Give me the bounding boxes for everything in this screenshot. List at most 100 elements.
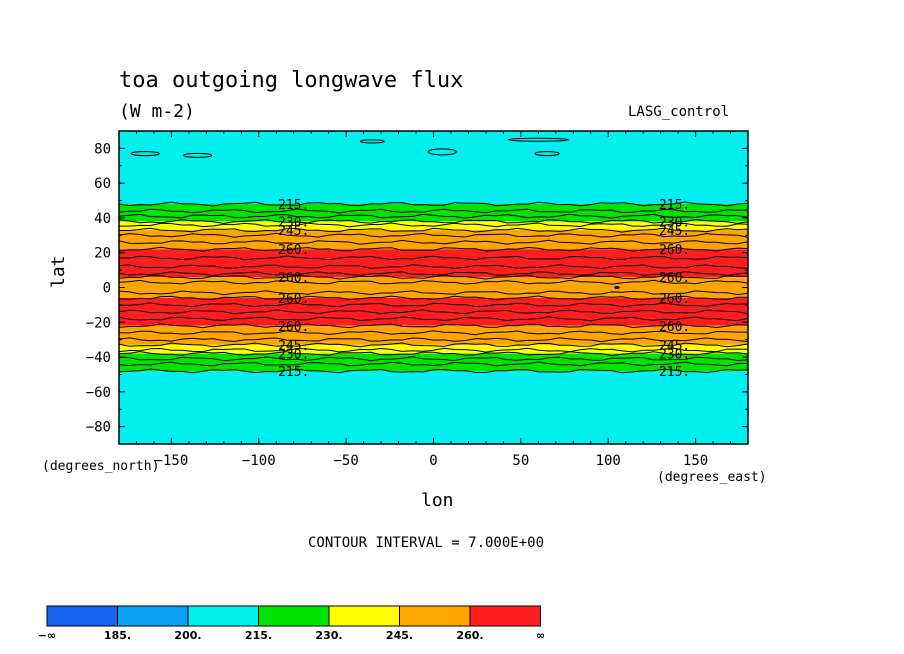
contour-label: 260. — [659, 271, 690, 286]
contour-line — [118, 290, 749, 296]
y-tick-label: 80 — [94, 141, 111, 157]
band-4 — [119, 249, 748, 278]
equator-closed-contour — [613, 286, 620, 289]
contour-line — [118, 302, 749, 308]
contour-line — [118, 351, 749, 357]
polar-contour-1 — [183, 152, 213, 158]
contour-label: 260. — [278, 243, 309, 258]
contour-line — [118, 271, 749, 277]
y-tick-label: 40 — [94, 211, 111, 227]
contour-label: 230. — [659, 215, 690, 230]
contour-label: 245. — [659, 224, 690, 239]
y-axis-units: (degrees_north) — [42, 459, 160, 474]
band-3 — [119, 230, 748, 250]
colorbar-label: 230. — [315, 629, 342, 642]
contour-line — [118, 330, 748, 336]
polar-contour-2 — [427, 148, 457, 156]
contour-label: 215. — [659, 365, 690, 380]
contour-line — [118, 342, 749, 348]
contour-line — [118, 309, 749, 315]
contour-line — [119, 222, 749, 228]
contour-labels: 215. 215.230. 230.245. 245.260. 260.260. 260.… — [278, 198, 690, 380]
band-10 — [119, 370, 748, 444]
run-name: LASG_control — [628, 104, 730, 120]
colorbar-label: ∞ — [536, 629, 545, 642]
contour-label: 245. — [278, 339, 309, 354]
chart-title: toa outgoing longwave flux — [119, 68, 464, 93]
contour-label: 260. — [659, 320, 690, 335]
contour-interval-note: CONTOUR INTERVAL = 7.000E+00 — [308, 535, 545, 551]
band-7 — [119, 325, 748, 345]
x-tick-label: −150 — [155, 453, 189, 469]
colorbar-label: 260. — [456, 629, 483, 642]
colorbar: −∞ 185. 200. 215. 230. 245. 260. ∞ — [38, 605, 545, 642]
contour-label: 215. — [278, 365, 309, 380]
chart-units: (W m-2) — [119, 101, 195, 122]
y-tick-label: 20 — [94, 246, 111, 262]
contour-label: 215. — [659, 198, 690, 213]
contour-line — [118, 218, 749, 224]
band-2 — [119, 221, 748, 231]
y-tick-label: −80 — [86, 420, 111, 436]
contour-line — [118, 208, 749, 214]
colorbar-swatch — [469, 605, 541, 627]
contour-line — [118, 264, 749, 270]
colorbar-swatch — [328, 605, 400, 627]
colorbar-label: 215. — [245, 629, 272, 642]
contour-lines — [118, 201, 749, 374]
x-axis-units: (degrees_east) — [657, 470, 767, 485]
polar-contour-0 — [130, 151, 160, 157]
contour-line — [118, 239, 749, 245]
colorbar-swatch — [187, 605, 259, 627]
polar-islands — [130, 137, 620, 289]
contour-label: 245. — [659, 339, 690, 354]
colorbar-label: −∞ — [38, 629, 56, 642]
contour-label: 260. — [278, 271, 309, 286]
colorbar-label: 200. — [174, 629, 201, 642]
contour-label: 230. — [278, 215, 309, 230]
polar-contour-4 — [359, 139, 385, 144]
y-tick-label: −20 — [86, 315, 111, 331]
contour-line — [118, 255, 749, 261]
contour-line — [118, 295, 748, 301]
filled-bands — [119, 131, 748, 444]
contour-line — [118, 361, 749, 367]
band-8 — [119, 344, 748, 354]
x-axis-ticks: −150 −100 −50 0 50 100 150 — [135, 131, 732, 469]
contour-label: 260. — [659, 243, 690, 258]
contour-label: 230. — [659, 348, 690, 363]
contour-line — [118, 368, 749, 374]
contour-label: 215. — [278, 198, 309, 213]
x-tick-label: −100 — [242, 453, 276, 469]
x-tick-label: −50 — [333, 453, 358, 469]
contour-line — [118, 213, 749, 219]
contour-line — [119, 227, 749, 233]
band-0 — [119, 131, 748, 205]
x-tick-label: 100 — [596, 453, 621, 469]
contour-line — [118, 274, 748, 280]
colorbar-swatch — [399, 605, 471, 627]
contour-line — [118, 323, 749, 329]
polar-contour-3 — [534, 151, 560, 157]
x-axis-label: lon — [421, 490, 454, 511]
y-tick-label: −60 — [86, 385, 111, 401]
colorbar-label: 245. — [386, 629, 413, 642]
contour-label: 230. — [278, 348, 309, 363]
polar-contour-5 — [507, 137, 569, 142]
y-tick-label: 0 — [103, 281, 111, 297]
x-tick-label: 50 — [512, 453, 529, 469]
contour-line — [118, 246, 749, 252]
contour-line — [118, 279, 749, 285]
contour-line — [118, 356, 749, 362]
contour-line — [118, 347, 749, 353]
contour-label: 260. — [278, 292, 309, 307]
x-tick-label: 0 — [429, 453, 437, 469]
y-axis-ticks: 80 60 40 20 0 −20 −40 −60 −80 — [86, 130, 748, 445]
colorbar-label: 185. — [104, 629, 131, 642]
colorbar-swatch — [258, 605, 330, 627]
y-tick-label: −40 — [86, 350, 111, 366]
contour-line — [118, 337, 749, 343]
contour-label: 260. — [278, 320, 309, 335]
contour-label: 260. — [659, 292, 690, 307]
